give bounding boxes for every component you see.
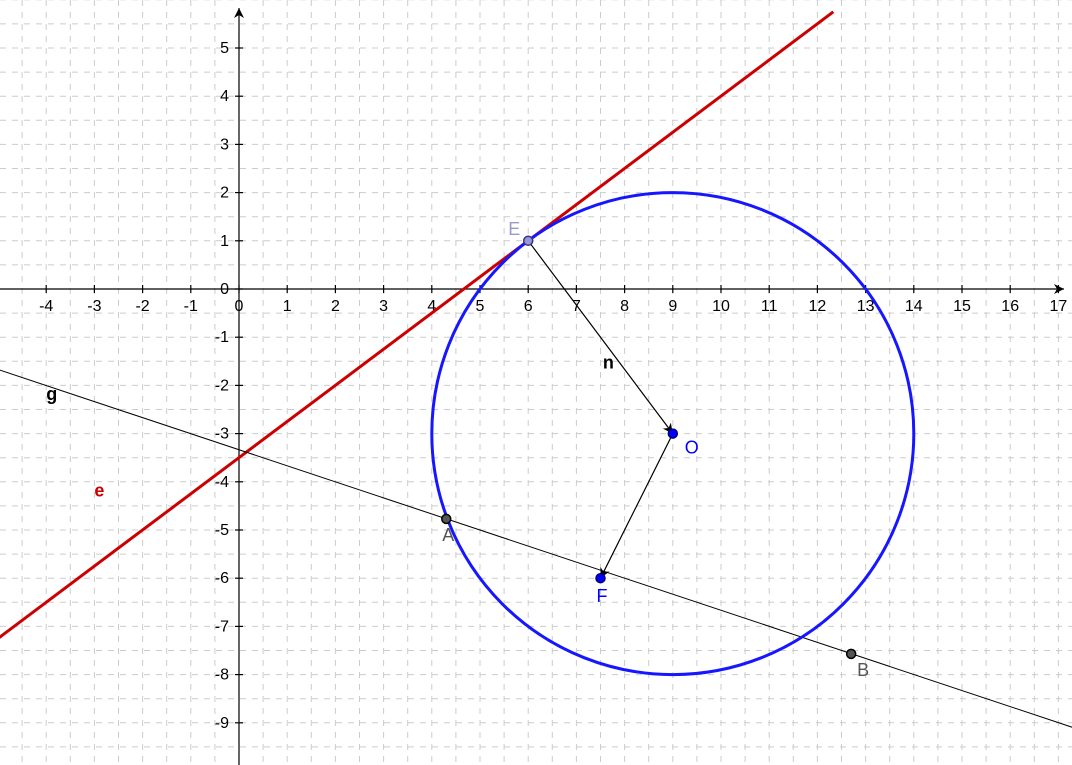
x-tick-label: 1 [283,298,292,315]
y-tick-label: -8 [215,667,229,684]
point-F [596,574,605,583]
point-F-label: F [597,586,608,606]
x-tick-label: 16 [1001,298,1019,315]
y-tick-label: 0 [220,281,229,298]
x-tick-label: 12 [809,298,827,315]
x-tick-label: 5 [476,298,485,315]
y-tick-label: -1 [215,329,229,346]
y-tick-label: 4 [220,88,229,105]
y-tick-label: -5 [215,522,229,539]
x-tick-label: 14 [905,298,923,315]
point-A [442,514,451,523]
x-tick-label: 17 [1050,298,1068,315]
x-tick-label: -1 [184,298,198,315]
point-B-label: B [857,660,869,680]
x-tick-label: -2 [135,298,149,315]
axes: -4-3-2-101234567891011121314151617-9-8-7… [0,8,1067,765]
grid [0,0,1072,765]
y-tick-label: 5 [220,40,229,57]
point-O-label: O [685,438,699,458]
x-tick-label: 11 [761,298,778,315]
y-tick-label: -9 [215,715,229,732]
vector-n-label: n [603,353,614,373]
y-tick-label: 3 [220,136,229,153]
y-tick-label: -7 [215,618,229,635]
point-E-label: E [508,219,520,239]
point-O [668,429,677,438]
y-tick-label: -6 [215,570,229,587]
x-tick-label: 6 [524,298,533,315]
x-tick-label: 0 [235,298,244,315]
x-tick-label: 9 [668,298,677,315]
x-tick-label: 15 [953,298,971,315]
line-e [0,12,833,639]
y-tick-label: -4 [215,474,229,491]
point-A-label: A [442,525,454,545]
x-tick-label: -4 [39,298,53,315]
point-B [847,649,856,658]
y-tick-label: -3 [215,426,229,443]
x-tick-label: -3 [87,298,101,315]
x-tick-label: 13 [857,298,875,315]
x-tick-label: 10 [712,298,730,315]
x-tick-label: 2 [331,298,340,315]
x-tick-label: 3 [379,298,388,315]
y-tick-label: 2 [220,185,229,202]
y-tick-label: 1 [220,233,229,250]
point-E [524,236,533,245]
line-g-label: g [46,384,57,404]
x-tick-label: 8 [620,298,629,315]
y-tick-label: -2 [215,377,229,394]
geometry-plot: -4-3-2-101234567891011121314151617-9-8-7… [0,0,1072,765]
line-e-label: e [94,480,104,500]
